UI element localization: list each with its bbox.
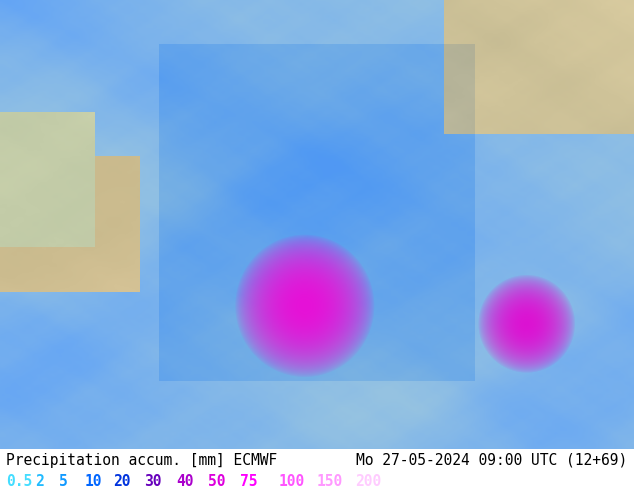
Text: 100: 100 [279, 474, 305, 490]
Text: 150: 150 [317, 474, 343, 490]
Text: 75: 75 [240, 474, 257, 490]
Text: Mo 27-05-2024 09:00 UTC (12+69): Mo 27-05-2024 09:00 UTC (12+69) [356, 453, 628, 468]
Text: 30: 30 [145, 474, 162, 490]
Text: 20: 20 [113, 474, 131, 490]
Text: 40: 40 [176, 474, 194, 490]
Text: 200: 200 [355, 474, 381, 490]
Text: 10: 10 [84, 474, 102, 490]
Text: 0.5: 0.5 [6, 474, 32, 490]
Text: Precipitation accum. [mm] ECMWF: Precipitation accum. [mm] ECMWF [6, 453, 278, 468]
Text: 5: 5 [59, 474, 68, 490]
Text: 2: 2 [35, 474, 44, 490]
Text: 50: 50 [208, 474, 226, 490]
